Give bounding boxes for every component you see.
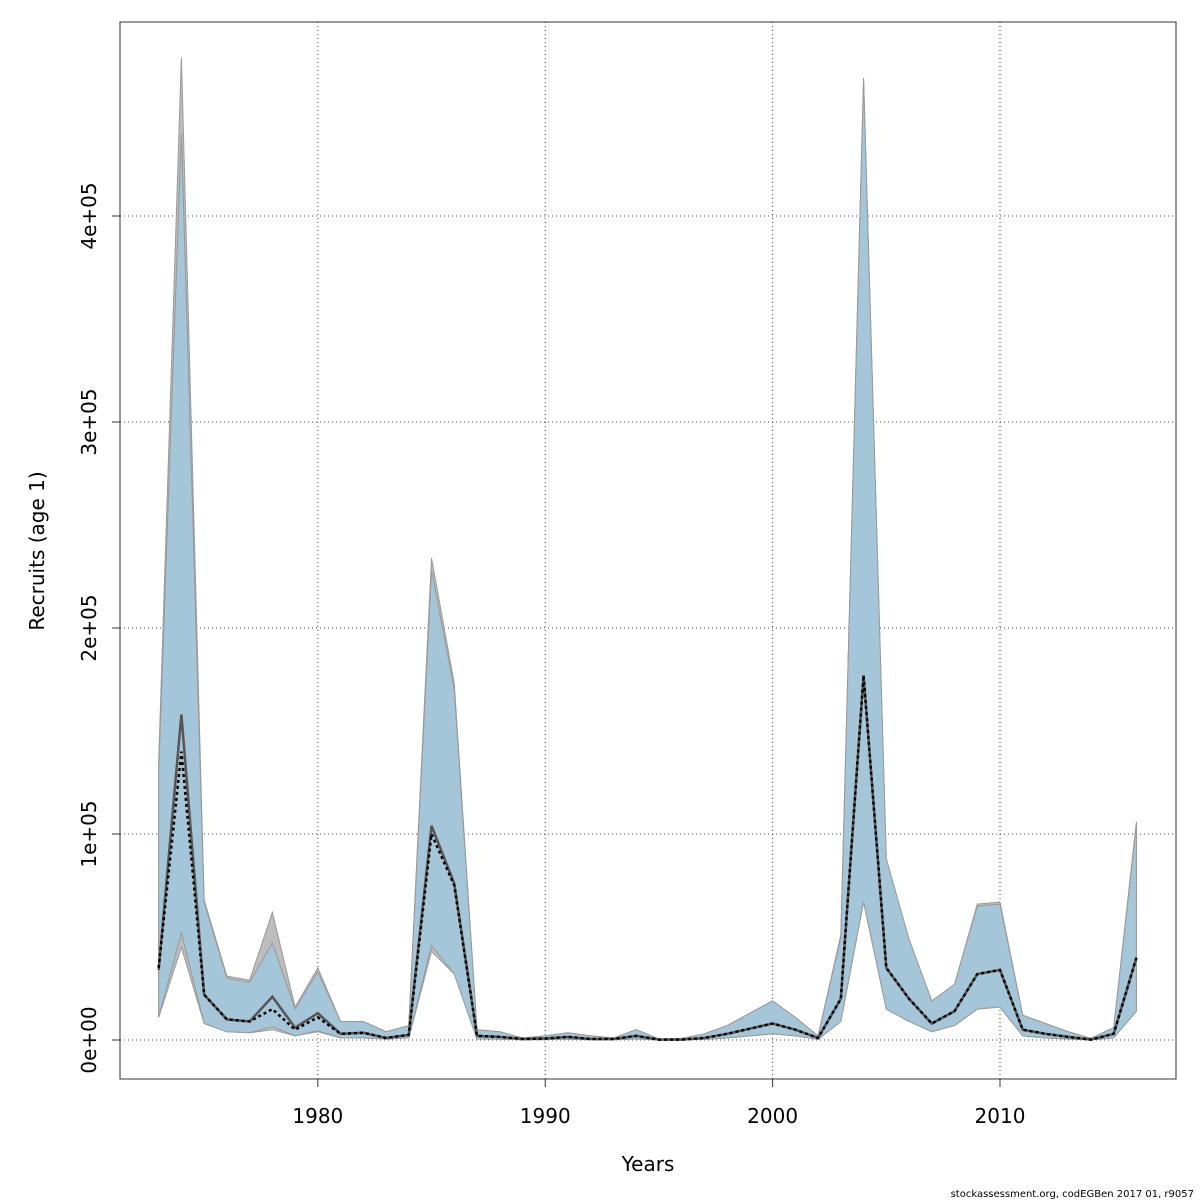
confidence-band [158, 80, 1137, 1041]
confidence-band [158, 57, 1137, 1041]
y-axis-title: Recruits (age 1) [25, 471, 49, 630]
y-tick-label: 0e+00 [77, 1006, 101, 1073]
plot-frame [119, 21, 1177, 1080]
x-tick-label: 1990 [520, 1104, 571, 1128]
y-tick-label: 4e+05 [77, 182, 101, 249]
y-tick-label: 3e+05 [77, 388, 101, 455]
estimate-line [157, 675, 1138, 1041]
x-tick-label: 2000 [747, 1104, 798, 1128]
y-tick-label: 1e+05 [77, 800, 101, 867]
x-axis-title: Years [621, 1152, 675, 1176]
footer: stockassessment.org, codEGBen 2017 01, r… [951, 1189, 1194, 1200]
x-tick-label: 2010 [975, 1104, 1026, 1128]
x-tick-label: 1980 [292, 1104, 343, 1128]
y-tick-label: 2e+05 [77, 594, 101, 661]
